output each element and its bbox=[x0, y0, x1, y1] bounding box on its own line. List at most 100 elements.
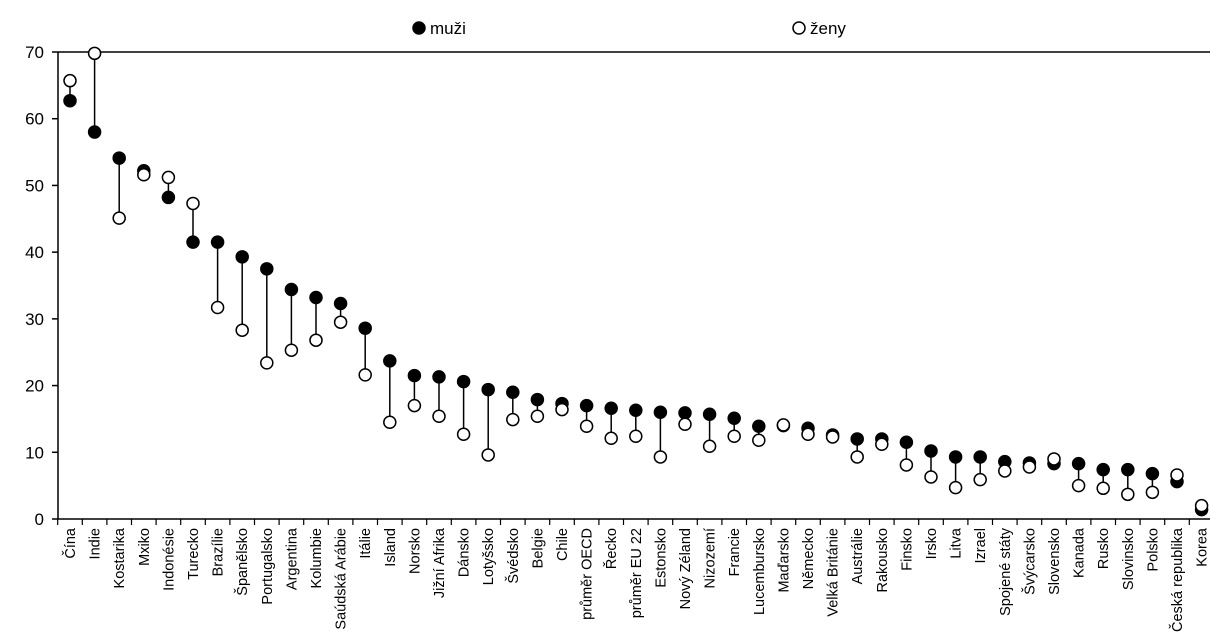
category-label: Slovensko bbox=[1047, 528, 1063, 595]
point-zeny bbox=[1071, 478, 1086, 493]
point-zeny bbox=[899, 458, 914, 472]
category-label: Portugalsko bbox=[260, 528, 276, 605]
axes: 0 10 20 30 40 50 60 70 bbox=[25, 43, 1210, 529]
point-muzi bbox=[973, 450, 987, 464]
category-label: Indonésie bbox=[161, 528, 177, 591]
y-tick-label: 50 bbox=[25, 176, 44, 195]
point-muzi bbox=[358, 321, 372, 335]
point-zeny bbox=[530, 409, 545, 424]
point-zeny bbox=[1047, 452, 1061, 466]
point-muzi bbox=[87, 125, 102, 139]
category-label: Španělsko bbox=[234, 528, 251, 596]
category-label: Belgie bbox=[530, 528, 546, 568]
point-zeny bbox=[973, 472, 987, 487]
point-zeny bbox=[112, 211, 126, 225]
point-zeny bbox=[653, 450, 668, 464]
category-labels: Čína Indie Kostarika Mxiko Indonésie Turecko B… bbox=[62, 527, 1210, 632]
point-muzi bbox=[407, 368, 422, 383]
point-zeny bbox=[727, 429, 741, 444]
point-muzi bbox=[1145, 466, 1160, 481]
point-zeny bbox=[998, 464, 1012, 478]
point-zeny bbox=[210, 300, 225, 315]
y-tick-label: 0 bbox=[35, 510, 44, 529]
category-label: Turecko bbox=[186, 528, 202, 580]
legend-marker-muzi bbox=[412, 21, 426, 35]
point-muzi bbox=[530, 392, 545, 407]
category-label: Švédsko bbox=[505, 528, 522, 584]
point-zeny bbox=[432, 409, 446, 424]
category-label: Austrálie bbox=[850, 528, 866, 584]
point-muzi bbox=[653, 405, 668, 420]
point-zeny bbox=[1096, 481, 1110, 496]
point-zeny bbox=[825, 430, 840, 444]
point-muzi bbox=[629, 403, 643, 418]
point-zeny bbox=[776, 418, 791, 432]
category-label: Dánsko bbox=[457, 528, 473, 577]
category-label: Švýcarsko bbox=[1021, 528, 1038, 595]
category-label: Kanada bbox=[1072, 527, 1088, 578]
point-muzi bbox=[456, 374, 471, 389]
y-tick-label: 40 bbox=[25, 243, 44, 262]
point-muzi bbox=[850, 432, 864, 446]
y-tick-label: 10 bbox=[25, 443, 44, 462]
point-zeny bbox=[924, 470, 938, 484]
point-zeny bbox=[850, 450, 864, 464]
point-zeny bbox=[309, 333, 323, 347]
point-zeny bbox=[284, 343, 299, 357]
point-muzi bbox=[948, 450, 963, 464]
point-zeny bbox=[506, 412, 520, 427]
point-zeny bbox=[481, 448, 495, 462]
category-label: Nizozemí bbox=[703, 528, 719, 588]
point-zeny bbox=[604, 431, 618, 446]
point-zeny bbox=[875, 437, 889, 452]
category-label: Řecko bbox=[603, 528, 620, 569]
y-tick-label: 60 bbox=[25, 110, 44, 129]
point-muzi bbox=[383, 354, 397, 368]
point-zeny bbox=[137, 168, 151, 182]
point-muzi bbox=[161, 190, 176, 205]
point-muzi bbox=[899, 435, 914, 450]
point-muzi bbox=[924, 444, 938, 458]
point-muzi bbox=[260, 262, 274, 276]
point-zeny bbox=[63, 73, 77, 88]
category-label: Mxiko bbox=[137, 528, 153, 566]
category-label: Německo bbox=[801, 528, 817, 589]
legend-marker-zeny bbox=[792, 21, 806, 35]
category-label: Estonsko bbox=[653, 528, 669, 588]
point-zeny bbox=[1022, 460, 1037, 474]
point-zeny bbox=[260, 356, 274, 370]
legend-label-muzi: muži bbox=[430, 19, 466, 38]
category-label: Kostarika bbox=[112, 527, 128, 588]
category-label: Saúdská Arábie bbox=[334, 528, 350, 630]
point-zeny bbox=[333, 315, 348, 329]
category-label: Česká republika bbox=[1169, 527, 1186, 632]
point-muzi bbox=[678, 406, 692, 420]
point-muzi bbox=[333, 296, 348, 311]
point-zeny bbox=[383, 415, 397, 430]
category-label: Norsko bbox=[407, 528, 423, 574]
category-label: Irsko bbox=[924, 528, 940, 559]
point-muzi bbox=[210, 235, 225, 249]
y-tick-label: 20 bbox=[25, 377, 44, 396]
point-zeny bbox=[948, 480, 963, 495]
point-muzi bbox=[235, 250, 249, 264]
point-zeny bbox=[629, 429, 643, 444]
category-label: Indie bbox=[88, 528, 104, 559]
point-muzi bbox=[752, 419, 766, 434]
category-label: Argentina bbox=[284, 527, 300, 590]
point-zeny bbox=[456, 427, 471, 442]
point-muzi bbox=[481, 382, 495, 397]
category-label: Itálie bbox=[358, 528, 374, 559]
point-zeny bbox=[186, 196, 200, 211]
point-zeny bbox=[1194, 498, 1209, 513]
point-zeny bbox=[752, 433, 766, 448]
y-tick-label: 30 bbox=[25, 310, 44, 329]
point-zeny bbox=[407, 398, 422, 413]
point-zeny bbox=[1145, 485, 1160, 500]
category-label: Maďarsko bbox=[776, 528, 792, 593]
point-zeny bbox=[555, 402, 569, 417]
point-zeny bbox=[579, 419, 594, 434]
point-zeny bbox=[235, 323, 249, 337]
point-zeny bbox=[678, 417, 692, 432]
